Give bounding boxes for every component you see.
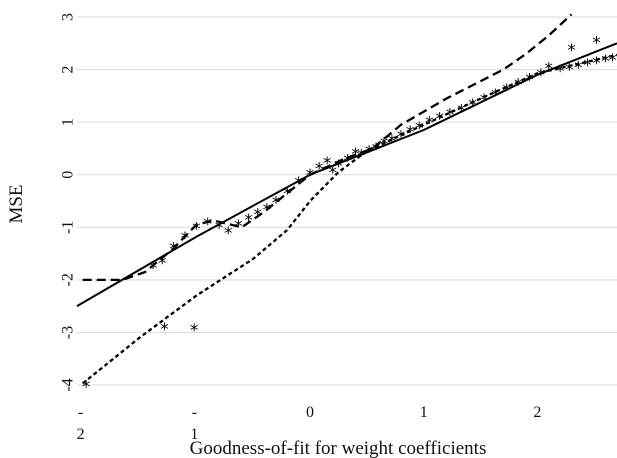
y-tick-labels: 3 2 1 0 -1 -2 -3 -4 (60, 13, 77, 392)
data-point-star: * (315, 159, 324, 179)
y-tick-label: -3 (60, 326, 77, 339)
data-point-star: * (323, 154, 332, 174)
data-point-star: * (425, 114, 434, 134)
series-line-short-dash-line (81, 53, 617, 385)
data-point-star: * (592, 34, 601, 54)
data-point-star: * (502, 81, 511, 101)
y-tick-label: 0 (60, 171, 77, 179)
data-point-star: * (181, 229, 190, 249)
x-tick-label: 1 (190, 426, 198, 443)
data-point-star: * (329, 163, 338, 183)
data-point-star: * (215, 219, 224, 239)
x-tick-label: - (78, 404, 83, 421)
data-point-star: * (565, 60, 574, 80)
data-point-star: * (234, 217, 243, 237)
y-tick-label: -4 (60, 378, 77, 391)
data-point-star: * (190, 321, 199, 341)
y-axis-title: MSE (6, 184, 27, 223)
y-tick-label: -1 (60, 221, 77, 234)
data-point-star: * (149, 259, 158, 279)
data-point-star: * (435, 109, 444, 129)
gridlines (77, 16, 617, 386)
data-point-star: * (294, 174, 303, 194)
data-point-star: * (574, 58, 583, 78)
data-point-star: * (158, 254, 167, 274)
data-point-star: * (343, 151, 352, 171)
data-point-star: * (192, 220, 201, 240)
data-point-star: * (203, 215, 212, 235)
data-point-star: * (224, 224, 233, 244)
data-point-star: * (583, 56, 592, 76)
data-point-star: * (334, 157, 343, 177)
data-point-star: * (446, 106, 455, 126)
x-tick-label: 1 (420, 404, 428, 421)
data-point-star: * (567, 41, 576, 61)
data-point-star: * (556, 62, 565, 82)
data-point-star: * (306, 166, 315, 186)
y-tick-label: 3 (60, 13, 77, 21)
data-point-star: * (525, 70, 534, 90)
x-axis-title: Goodness-of-fit for weight coefficients (190, 438, 487, 458)
data-point-star: * (592, 54, 601, 74)
data-point-star: * (82, 377, 91, 397)
x-tick-label: 0 (306, 404, 314, 421)
x-tick-label: 2 (77, 426, 85, 443)
y-tick-label: -2 (60, 273, 77, 286)
data-point-star: * (380, 135, 389, 155)
x-tick-labels: - 2 - 1 0 1 2 (77, 404, 542, 443)
y-tick-label: 1 (60, 118, 77, 126)
data-point-star: * (601, 52, 610, 72)
x-tick-label: 2 (533, 404, 541, 421)
series-line-dash-line (82, 13, 573, 282)
data-point-star: * (160, 320, 169, 340)
x-tick-label: - (192, 404, 197, 421)
data-point-star: * (415, 119, 424, 139)
data-point-star: * (283, 184, 292, 204)
data-point-star: * (608, 51, 617, 71)
data-point-star: * (514, 76, 523, 96)
data-point-star: * (406, 123, 415, 143)
data-point-star: * (537, 66, 546, 86)
series-layer: ** ** *** * * * * * * * * * ** * * *** * ** ** * * * * * * * * * * * *… (76, 13, 617, 397)
data-point-star: * (397, 128, 406, 148)
data-point-star: * (244, 211, 253, 231)
y-tick-label: 2 (60, 66, 77, 74)
data-point-star: * (272, 193, 281, 213)
